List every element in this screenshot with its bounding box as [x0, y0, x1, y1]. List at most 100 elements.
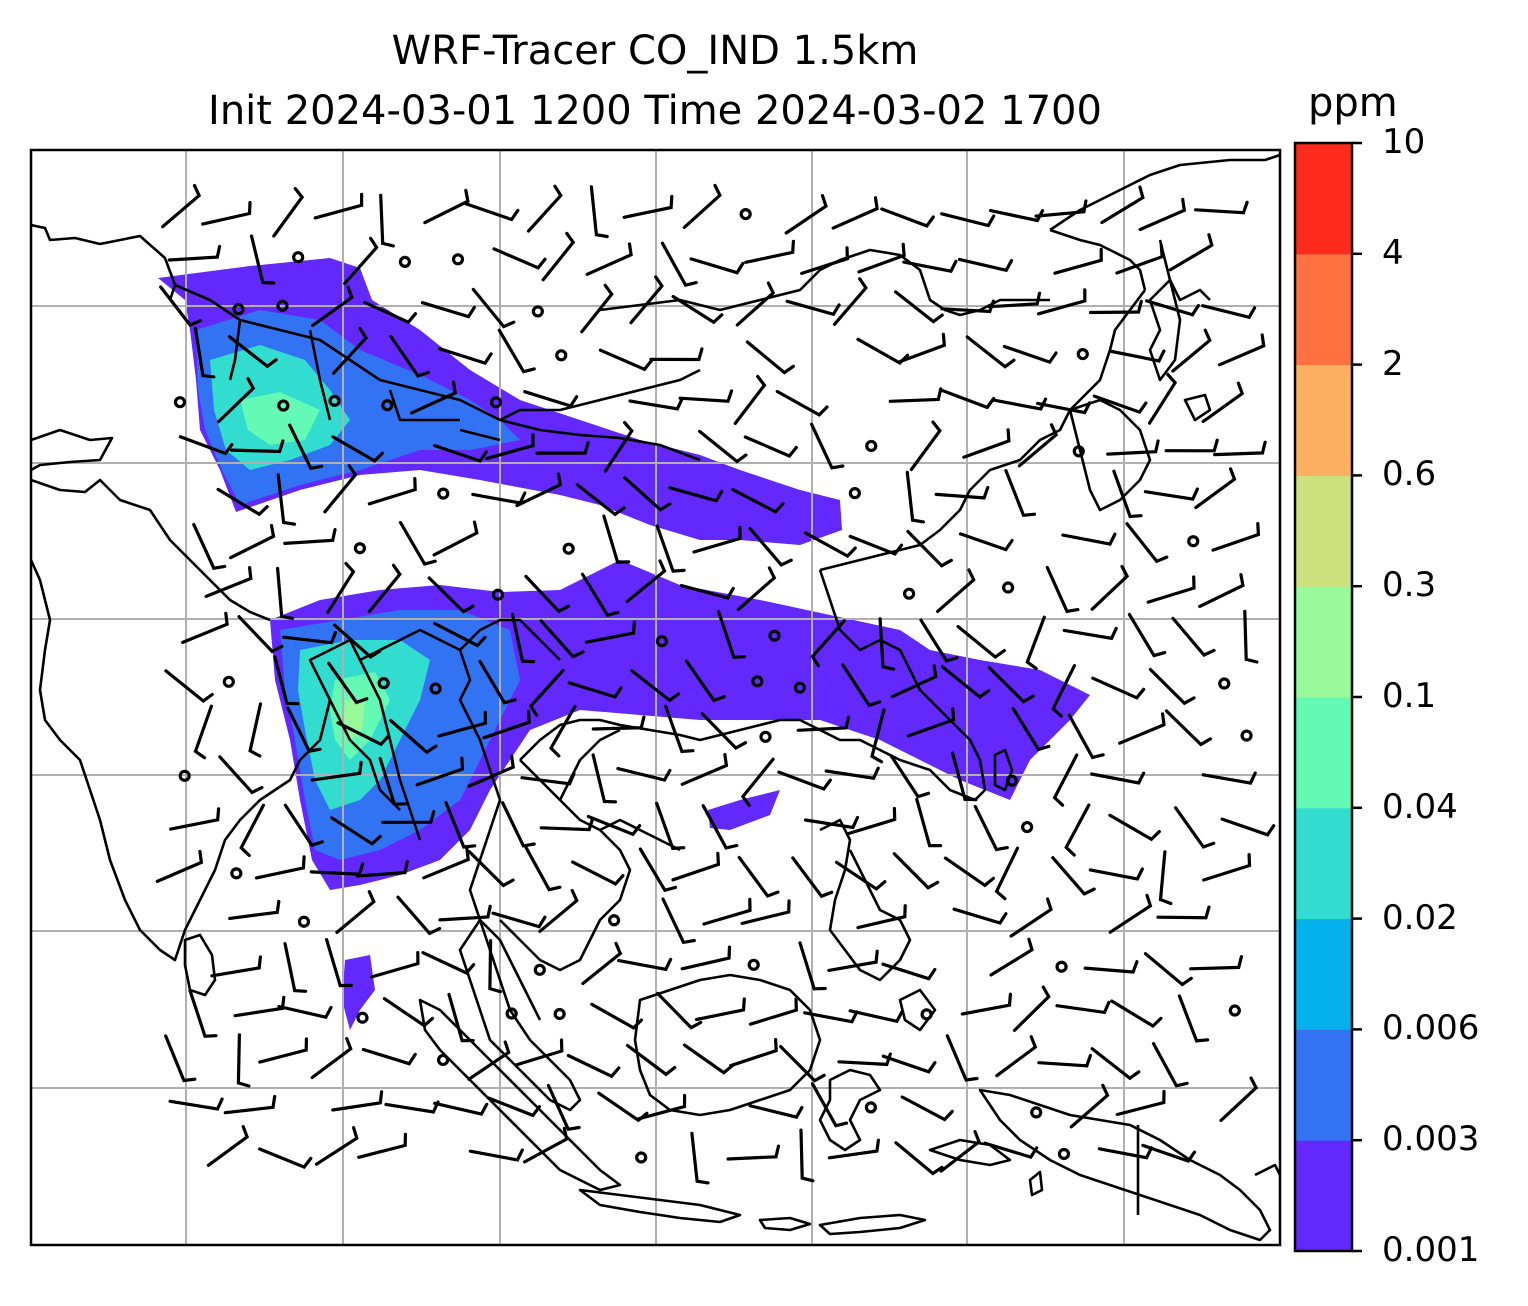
wind-barb: [228, 899, 281, 920]
wind-barb: [796, 715, 851, 732]
wind-barb: [655, 801, 686, 851]
wind-barb: [664, 704, 695, 754]
map-area: [31, 150, 1280, 1245]
calm-wind-circle: [1021, 820, 1034, 834]
wind-barb: [878, 617, 896, 671]
wind-barb: [1053, 247, 1103, 275]
wind-barb: [909, 420, 942, 472]
wind-barb: [467, 850, 515, 888]
wind-barb: [671, 294, 724, 325]
wind-barb: [847, 806, 897, 836]
wind-barb: [314, 1126, 359, 1166]
wind-barb: [326, 562, 356, 614]
wind-barb: [467, 1040, 511, 1081]
wind-barb: [960, 992, 1012, 1016]
wind-barb: [333, 623, 382, 660]
calm-wind-circle: [222, 675, 235, 688]
wind-barb: [1198, 573, 1245, 608]
wind-barb: [438, 904, 492, 922]
wind-barb: [803, 531, 857, 558]
wind-barb: [682, 183, 722, 229]
wind-barb: [1217, 333, 1266, 367]
calm-wind-circle: [489, 396, 503, 409]
wind-barb: [325, 938, 353, 988]
wind-barb: [1092, 394, 1148, 415]
wind-barb: [423, 188, 470, 225]
wind-barb: [880, 207, 935, 228]
wind-barb: [178, 435, 234, 456]
wind-barb: [398, 520, 437, 566]
wind-barb: [491, 911, 547, 929]
calm-wind-circle: [230, 867, 243, 880]
wind-barb: [906, 707, 956, 738]
wind-barb: [485, 433, 535, 460]
wind-barb: [987, 666, 1035, 704]
calm-wind-circle: [848, 487, 861, 500]
wind-barb: [777, 770, 832, 791]
wind-barb: [748, 997, 798, 1026]
colorbar-unit-label: ppm: [1308, 80, 1398, 126]
wind-barb: [1083, 960, 1139, 974]
wind-barb: [589, 185, 609, 239]
wind-barb: [1097, 1146, 1153, 1160]
wind-barb: [660, 241, 698, 288]
calm-wind-circle: [555, 349, 568, 362]
wind-barb: [585, 242, 633, 276]
wind-barb: [888, 387, 943, 403]
wind-barb: [1100, 185, 1145, 225]
wind-barb: [1148, 667, 1196, 706]
wind-barb: [617, 957, 673, 972]
plume-central-patch: [708, 790, 780, 830]
wind-barb: [636, 1093, 687, 1121]
wind-barb: [992, 397, 1048, 411]
wind-barb: [1011, 707, 1051, 752]
wind-barb: [1202, 853, 1252, 882]
wind-barb: [539, 817, 595, 832]
wind-barb: [1110, 999, 1163, 1029]
wind-barb: [421, 951, 476, 975]
wind-barb: [510, 612, 536, 664]
wind-barb: [890, 754, 931, 799]
calm-wind-circle: [451, 253, 465, 266]
wind-barb: [1017, 423, 1059, 468]
wind-barb: [622, 194, 674, 219]
wind-barb: [591, 753, 617, 804]
wind-barb: [1037, 1053, 1092, 1068]
wind-barb: [193, 326, 216, 379]
wind-barb: [444, 800, 477, 849]
wind-barb: [810, 619, 846, 668]
wind-barb: [218, 755, 264, 795]
wind-barb: [803, 1010, 859, 1024]
wind-barb: [628, 397, 684, 411]
calm-wind-circle: [635, 1151, 648, 1164]
wind-barb: [1194, 200, 1249, 215]
wind-barb: [230, 439, 285, 454]
calm-wind-circle: [747, 958, 760, 971]
wind-barb: [1025, 615, 1046, 671]
wind-barb: [810, 1082, 849, 1128]
wind-barb: [1141, 1143, 1197, 1164]
calm-wind-circle: [1002, 581, 1015, 594]
wind-barb: [1108, 893, 1153, 934]
wind-barb: [258, 1147, 313, 1170]
wind-barb: [378, 756, 407, 806]
wind-barb: [1052, 753, 1079, 807]
wind-barb: [856, 337, 910, 365]
wind-barb: [785, 299, 841, 317]
wind-barb: [468, 1148, 524, 1162]
wind-barb: [1171, 328, 1212, 373]
wind-barb: [309, 862, 365, 876]
wind-barb: [731, 488, 785, 514]
wind-barb: [546, 1083, 581, 1131]
wind-barb: [638, 847, 678, 893]
colorbar-ticks: [1352, 141, 1362, 1253]
map-title-line-2: Init 2024-03-01 1200 Time 2024-03-02 170…: [208, 88, 1102, 134]
calm-wind-circle: [768, 629, 781, 642]
wind-barb: [1158, 850, 1173, 906]
wind-barb: [800, 246, 850, 275]
wind-barb: [726, 1144, 781, 1161]
wind-barb: [471, 287, 516, 329]
wind-barb: [892, 852, 940, 890]
calm-wind-circle: [920, 1008, 933, 1021]
wind-barb: [155, 849, 204, 883]
